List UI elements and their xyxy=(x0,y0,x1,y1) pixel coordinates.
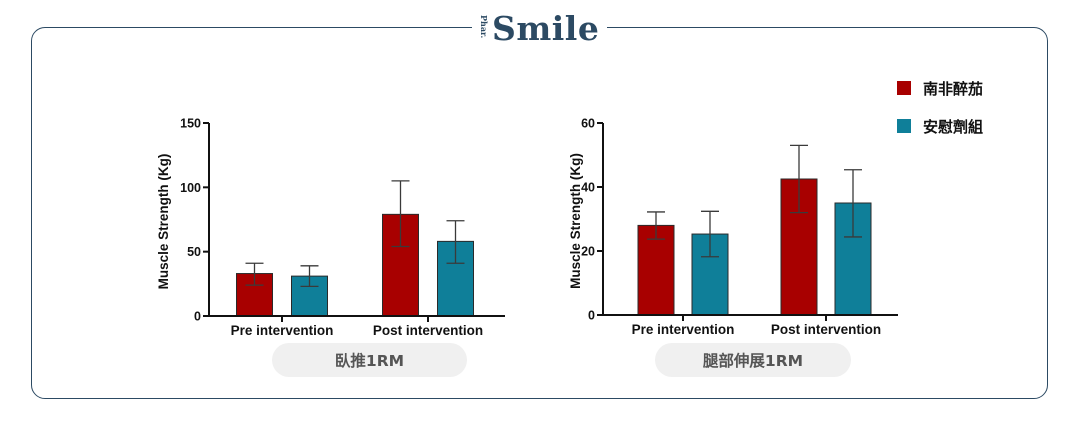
y-tick-label: 50 xyxy=(187,245,201,259)
chart-1: 0 50 100 150 Pre intervention Post interventi… xyxy=(156,117,505,338)
chart-title-leg-extension: 腿部伸展1RM xyxy=(655,343,851,377)
legend-swatch-placebo xyxy=(897,119,911,133)
y-tick-label: 60 xyxy=(581,117,595,131)
y-tick-label: 100 xyxy=(180,181,201,195)
x-tick-label: Pre intervention xyxy=(231,323,334,338)
legend: 南非醉茄 安慰劑組 xyxy=(897,78,983,154)
y-tick-label: 0 xyxy=(194,310,201,324)
x-tick-label: Post intervention xyxy=(771,322,881,337)
brand-name: Smile xyxy=(492,8,600,48)
x-tick-label: Pre intervention xyxy=(632,322,735,337)
y-tick-label: 20 xyxy=(581,245,595,259)
y-axis-title: Muscle Strength (Kg) xyxy=(568,153,583,289)
bar xyxy=(637,224,675,316)
y-tick-label: 0 xyxy=(588,309,595,323)
brand-logo: Phar. Smile xyxy=(472,4,608,50)
chart-title-bench-press: 臥推1RM xyxy=(272,343,467,377)
y-tick-label: 150 xyxy=(180,117,201,131)
y-tick-label: 40 xyxy=(581,181,595,195)
x-tick-label: Post intervention xyxy=(373,323,483,338)
chart-title-label: 臥推1RM xyxy=(334,352,405,370)
chart-title-label: 腿部伸展1RM xyxy=(702,352,804,370)
legend-label: 南非醉茄 xyxy=(923,79,984,98)
legend-item-ashwagandha: 南非醉茄 xyxy=(897,78,983,98)
legend-label: 安慰劑組 xyxy=(923,117,984,136)
legend-swatch-ashwagandha xyxy=(897,81,911,95)
brand-prefix: Phar. xyxy=(479,15,489,39)
legend-item-placebo: 安慰劑組 xyxy=(897,116,983,136)
chart-2: 0 20 40 60 Pre intervention Post intervention… xyxy=(568,117,898,337)
y-axis-title: Muscle Strength (Kg) xyxy=(156,154,171,290)
